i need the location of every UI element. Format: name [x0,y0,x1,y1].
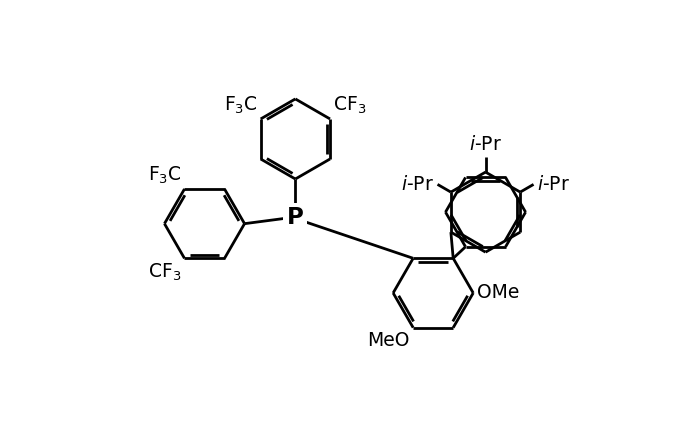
Text: $\mathit{i}$-Pr: $\mathit{i}$-Pr [469,135,502,154]
Text: P: P [287,206,304,229]
Text: $\mathsf{CF_3}$: $\mathsf{CF_3}$ [333,94,366,116]
Text: $\mathsf{CF_3}$: $\mathsf{CF_3}$ [148,262,181,283]
Text: OMe: OMe [477,284,519,303]
Text: $\mathit{i}$-Pr: $\mathit{i}$-Pr [401,175,434,194]
Text: $\mathsf{F_3C}$: $\mathsf{F_3C}$ [147,165,181,186]
Text: MeO: MeO [367,331,409,350]
Text: $\mathit{i}$-Pr: $\mathit{i}$-Pr [537,175,570,194]
Text: $\mathsf{F_3C}$: $\mathsf{F_3C}$ [224,94,258,116]
